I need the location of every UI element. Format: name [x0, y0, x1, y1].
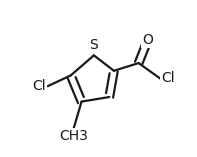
Text: S: S: [89, 38, 98, 52]
Text: O: O: [142, 33, 153, 47]
Text: Cl: Cl: [33, 79, 46, 93]
Text: CH3: CH3: [59, 129, 88, 143]
Text: Cl: Cl: [162, 71, 175, 86]
